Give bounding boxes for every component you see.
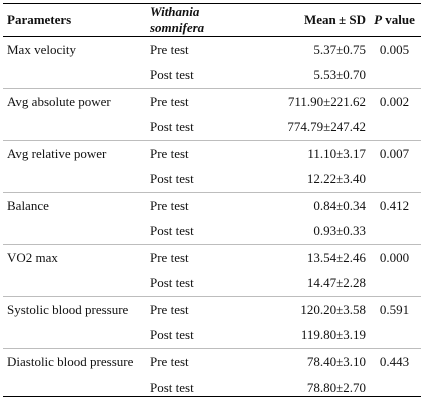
cell-mean: 5.37±0.75 <box>313 41 366 57</box>
cell-p-value: 0.591 <box>379 301 410 317</box>
cell-p-value <box>368 114 421 141</box>
cell-mean: 0.84±0.34 <box>313 197 366 213</box>
table-row: Balance Pre test 0.84±0.34 0.412 <box>3 193 421 219</box>
cell-parameter: Avg absolute power <box>7 93 111 109</box>
cell-mean: 119.80±3.19 <box>253 322 368 349</box>
cell-mean: 13.54±2.46 <box>306 249 366 265</box>
cell-p-value <box>368 375 421 401</box>
header-row: Parameters Withania somnifera Mean ± SD … <box>3 4 421 37</box>
cell-test: Post test <box>146 166 253 193</box>
cell-test: Pre test <box>150 197 189 213</box>
cell-parameter <box>3 322 146 349</box>
cell-test: Post test <box>146 62 253 89</box>
results-table: Parameters Withania somnifera Mean ± SD … <box>3 4 421 401</box>
cell-test: Post test <box>146 114 253 141</box>
cell-test: Pre test <box>150 353 189 369</box>
table-body: Max velocity Pre test 5.37±0.75 0.005 Po… <box>3 37 421 401</box>
header-p-letter: P <box>374 12 383 27</box>
cell-p-value: 0.007 <box>379 145 410 161</box>
table-row: Post test 14.47±2.28 <box>3 270 421 297</box>
header-value-word: value <box>382 12 415 27</box>
cell-mean: 0.93±0.33 <box>253 218 368 245</box>
cell-test: Pre test <box>150 41 189 57</box>
results-table-container: Parameters Withania somnifera Mean ± SD … <box>3 3 421 397</box>
cell-test: Pre test <box>150 249 189 265</box>
cell-test: Post test <box>146 322 253 349</box>
cell-p-value <box>368 166 421 193</box>
cell-mean: 14.47±2.28 <box>253 270 368 297</box>
cell-parameter <box>3 218 146 245</box>
cell-parameter <box>3 62 146 89</box>
header-mean-sd: Mean ± SD <box>253 4 368 37</box>
cell-p-value: 0.005 <box>379 41 410 57</box>
cell-p-value <box>368 270 421 297</box>
table-row: Avg absolute power Pre test 711.90±221.6… <box>3 89 421 115</box>
table-row: Post test 78.80±2.70 <box>3 375 421 401</box>
table-row: Max velocity Pre test 5.37±0.75 0.005 <box>3 37 421 63</box>
cell-parameter <box>3 166 146 193</box>
cell-mean: 711.90±221.62 <box>287 93 366 109</box>
cell-p-value: 0.443 <box>379 353 410 369</box>
table-row: Post test 774.79±247.42 <box>3 114 421 141</box>
cell-parameter <box>3 270 146 297</box>
cell-p-value: 0.000 <box>379 249 410 265</box>
cell-parameter: Max velocity <box>7 41 76 57</box>
table-row: Post test 119.80±3.19 <box>3 322 421 349</box>
table-header: Parameters Withania somnifera Mean ± SD … <box>3 4 421 37</box>
cell-p-value: 0.002 <box>379 93 410 109</box>
cell-parameter: Avg relative power <box>7 145 107 161</box>
table-row: Diastolic blood pressure Pre test 78.40±… <box>3 349 421 375</box>
cell-parameter: Diastolic blood pressure <box>7 353 134 369</box>
cell-mean: 120.20±3.58 <box>300 301 366 317</box>
table-row: Post test 12.22±3.40 <box>3 166 421 193</box>
cell-mean: 5.53±0.70 <box>253 62 368 89</box>
cell-mean: 78.40±3.10 <box>306 353 366 369</box>
cell-test: Post test <box>146 218 253 245</box>
cell-test: Pre test <box>150 145 189 161</box>
cell-parameter: Systolic blood pressure <box>7 301 129 317</box>
cell-parameter <box>3 114 146 141</box>
cell-test: Post test <box>146 270 253 297</box>
cell-parameter <box>3 375 146 401</box>
header-p-value: P value <box>368 4 421 37</box>
table-row: Systolic blood pressure Pre test 120.20±… <box>3 297 421 323</box>
table-row: VO2 max Pre test 13.54±2.46 0.000 <box>3 245 421 271</box>
header-species: Withania somnifera <box>146 4 253 37</box>
table-row: Avg relative power Pre test 11.10±3.17 0… <box>3 141 421 167</box>
cell-parameter: VO2 max <box>7 249 58 265</box>
cell-p-value: 0.412 <box>379 197 410 213</box>
cell-test: Pre test <box>150 301 189 317</box>
cell-p-value <box>368 218 421 245</box>
cell-p-value <box>368 322 421 349</box>
cell-mean: 11.10±3.17 <box>307 145 366 161</box>
cell-mean: 12.22±3.40 <box>253 166 368 193</box>
cell-p-value <box>368 62 421 89</box>
cell-test: Pre test <box>150 93 189 109</box>
cell-mean: 78.80±2.70 <box>306 379 366 395</box>
header-parameters: Parameters <box>3 4 146 37</box>
cell-test: Post test <box>150 379 194 395</box>
cell-mean: 774.79±247.42 <box>253 114 368 141</box>
table-row: Post test 5.53±0.70 <box>3 62 421 89</box>
cell-parameter: Balance <box>7 197 49 213</box>
table-row: Post test 0.93±0.33 <box>3 218 421 245</box>
